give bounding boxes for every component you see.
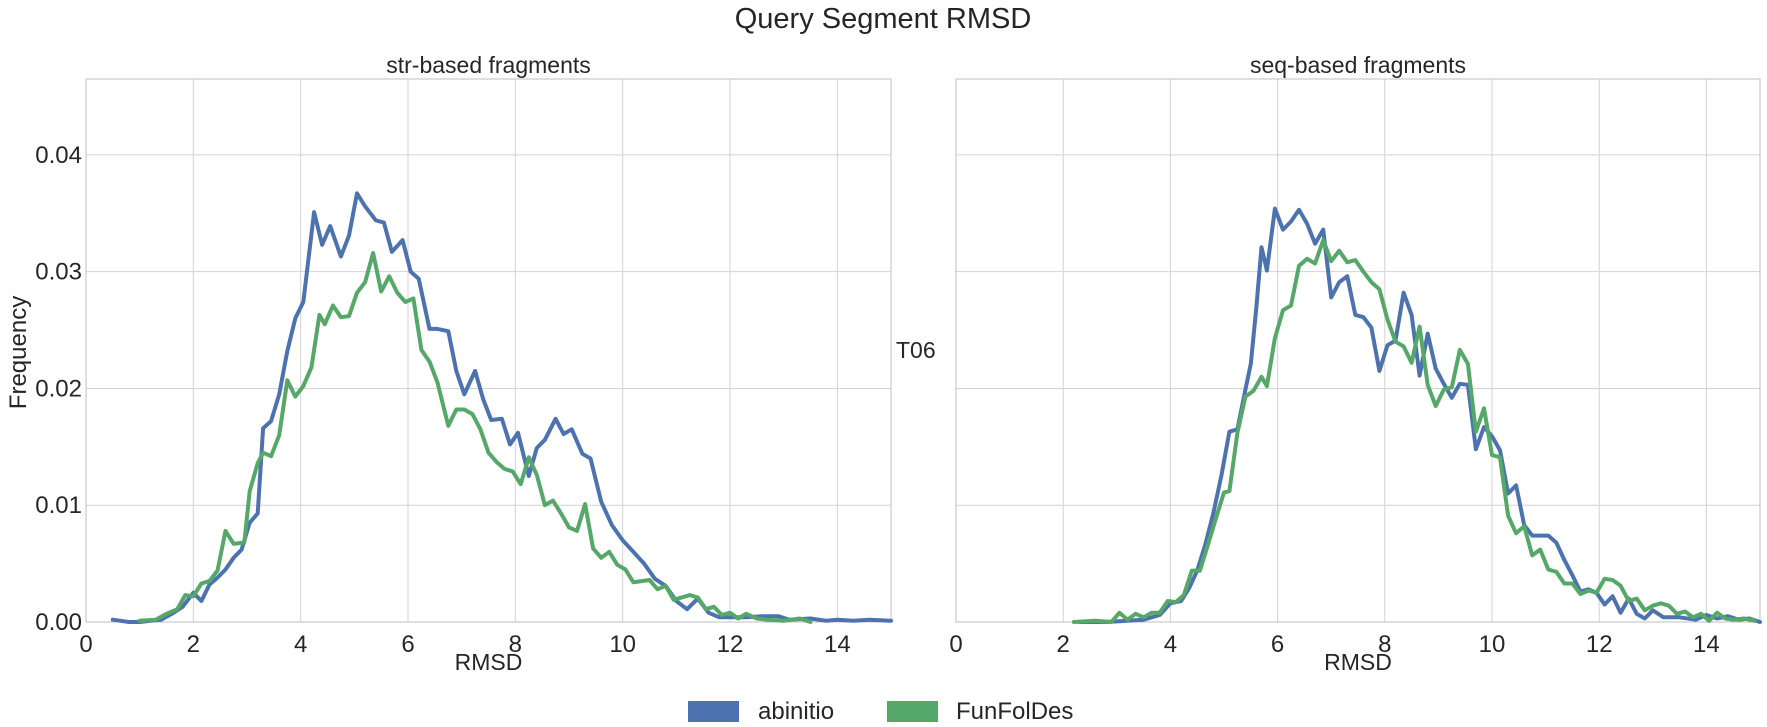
left-axes-frame — [85, 78, 892, 623]
legend-label-funfoldes: FunFolDes — [956, 698, 1073, 725]
right-series-funfoldes — [1071, 238, 1757, 624]
left-y-tick-label: 0.04 — [35, 142, 82, 169]
figure-title: Query Segment RMSD — [735, 3, 1032, 35]
left-y-tick-label: 0.03 — [35, 259, 82, 286]
left-x-tick-label: 10 — [609, 631, 636, 658]
row-label: T06 — [896, 337, 936, 363]
right-x-tick-label: 14 — [1693, 631, 1720, 658]
left-x-tick-label: 12 — [717, 631, 744, 658]
left-y-axis-label: Frequency — [5, 296, 32, 409]
left-y-tick-label: 0.01 — [35, 492, 82, 519]
right-x-axis-label: RMSD — [1324, 649, 1392, 675]
legend-swatch-abinitio — [688, 701, 739, 722]
left-x-tick-label: 4 — [294, 631, 307, 658]
right-x-tick-label: 12 — [1586, 631, 1613, 658]
legend-label-abinitio: abinitio — [758, 698, 834, 725]
right-x-tick-label: 8 — [1378, 631, 1391, 658]
left-y-tick-label: 0.00 — [35, 609, 82, 636]
right-panel-title: seq-based fragments — [1250, 52, 1466, 78]
left-x-tick-label: 14 — [824, 631, 851, 658]
right-x-tick-label: 0 — [949, 631, 962, 658]
left-panel-title: str-based fragments — [386, 52, 591, 78]
chart-left-panel: 0 2 4 6 8 10 12 14 0.00 0.01 0.02 0.03 0.04 str-based… — [5, 52, 893, 675]
right-series-abinitio — [1077, 206, 1762, 624]
left-x-tick-label: 6 — [401, 631, 414, 658]
legend-swatch-funfoldes — [887, 701, 938, 722]
left-x-tick-label: 2 — [187, 631, 200, 658]
right-x-tick-label: 6 — [1271, 631, 1284, 658]
legend: abinitio FunFolDes — [688, 698, 1073, 725]
left-x-tick-label: 8 — [509, 631, 522, 658]
left-x-tick-label: 0 — [79, 631, 92, 658]
right-x-tick-label: 10 — [1479, 631, 1506, 658]
left-y-tick-label: 0.02 — [35, 375, 82, 402]
right-axes-frame — [955, 78, 1761, 623]
left-x-axis-label: RMSD — [455, 649, 523, 675]
left-series-funfoldes — [137, 251, 813, 624]
right-x-tick-label: 4 — [1164, 631, 1177, 658]
chart-right-panel: 0 2 4 6 8 10 12 14 seq-based fragments RMSD — [949, 52, 1762, 675]
left-series-abinitio — [110, 191, 893, 624]
right-x-tick-label: 2 — [1057, 631, 1070, 658]
